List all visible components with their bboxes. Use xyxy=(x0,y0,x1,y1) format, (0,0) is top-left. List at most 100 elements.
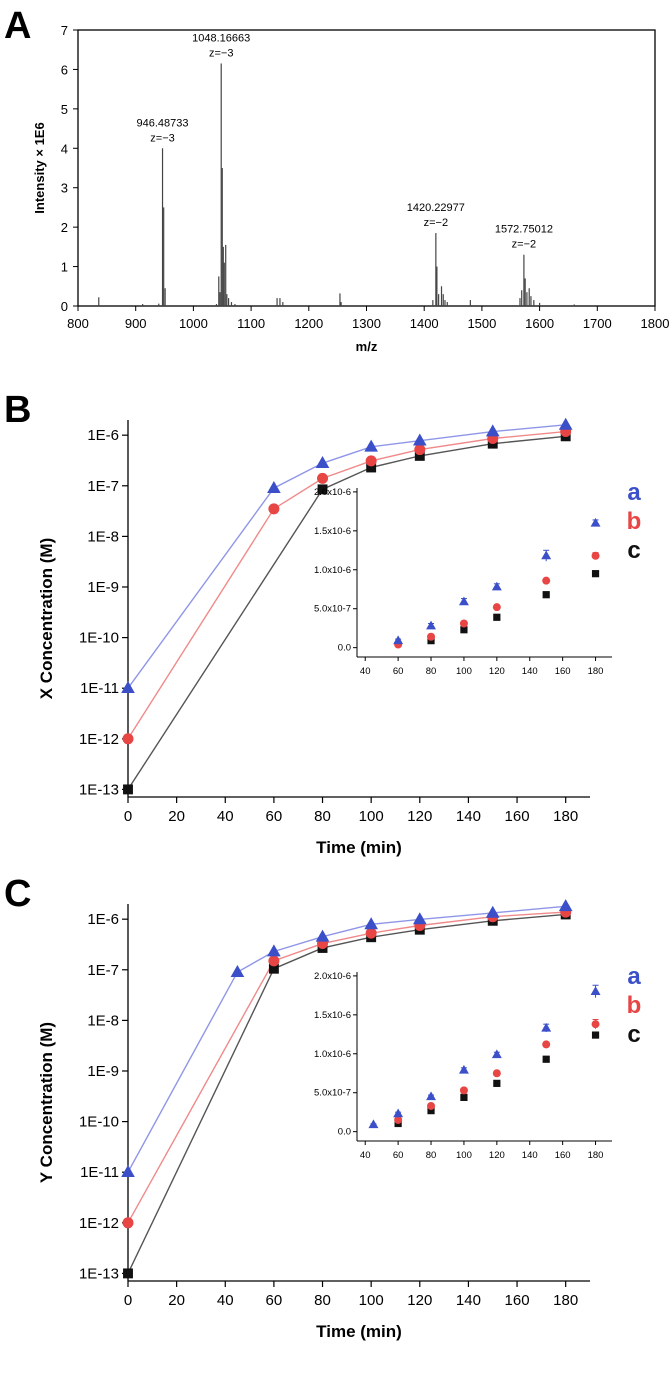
x-tick-label: 160 xyxy=(505,1292,530,1309)
data-point-c xyxy=(414,450,425,461)
legend-label-c: c xyxy=(627,537,640,564)
y-tick-label: 3 xyxy=(61,181,68,196)
y-tick-label: 1E-13 xyxy=(79,781,119,798)
series-group xyxy=(121,899,573,1279)
y-tick-label: 1E-8 xyxy=(87,1012,119,1029)
data-point-a xyxy=(315,929,330,942)
peak-charge-label: z=−3 xyxy=(150,132,174,144)
inset-point-c xyxy=(542,591,550,599)
inset-point-c xyxy=(427,1107,435,1115)
data-point-a xyxy=(364,917,378,930)
x-tick-label: 80 xyxy=(314,1292,331,1309)
peak-mz-label: 1048.16663 xyxy=(192,33,250,45)
data-point-b xyxy=(414,444,426,456)
peak-mz-label: 946.48733 xyxy=(137,117,189,129)
x-tick-label: 180 xyxy=(553,808,578,825)
legend: abc xyxy=(627,479,642,564)
x-concentration-chart: 0 20 40 60 80 100 120 140 160 180 1E-6 1E-7 1E-8 1E-9… xyxy=(37,417,642,857)
data-point-a xyxy=(485,424,500,437)
y-tick-label: 5 xyxy=(61,102,68,117)
data-point-a xyxy=(412,912,427,925)
panel-letter-c: C xyxy=(4,873,31,915)
x-axis: 800 900 1000 1100 1200 1300 1400 1500 1600 1700 18… xyxy=(67,306,669,331)
peak-charge-label: z=−2 xyxy=(424,217,448,229)
inset-point-b xyxy=(591,551,600,560)
inset-x-tick-label: 100 xyxy=(456,1150,472,1161)
data-point-b xyxy=(122,733,134,745)
y-tick-label: 1E-7 xyxy=(87,962,119,979)
legend-label-a: a xyxy=(627,963,641,990)
data-point-a xyxy=(121,1165,135,1178)
inset-point-b xyxy=(459,1086,468,1095)
x-tick-label: 1800 xyxy=(641,316,670,331)
inset-point-c xyxy=(460,1093,468,1101)
y-tick-label: 1E-12 xyxy=(79,731,119,748)
plot-frame xyxy=(77,29,656,307)
inset-point-a xyxy=(491,581,502,591)
x-tick-label: 20 xyxy=(168,1292,185,1309)
x-tick-label: 0 xyxy=(124,1292,132,1309)
x-axis-label: m/z xyxy=(356,339,378,354)
inset-point-a xyxy=(590,517,601,527)
inset-x-tick-label: 100 xyxy=(456,666,472,677)
x-tick-label: 180 xyxy=(553,1292,578,1309)
x-axis: 0 20 40 60 80 100 120 140 160 180 xyxy=(124,1281,578,1309)
y-tick-label: 4 xyxy=(61,141,68,156)
inset-point-b xyxy=(492,603,501,612)
x-tick-label: 120 xyxy=(407,1292,432,1309)
legend: abc xyxy=(627,963,642,1048)
inset-y-tick-label: 0.0 xyxy=(338,1127,351,1138)
inset-point-a xyxy=(368,1119,379,1129)
inset-x-tick-label: 40 xyxy=(360,1150,371,1161)
data-point-a xyxy=(315,455,330,469)
inset-point-c xyxy=(460,626,468,634)
x-tick-label: 20 xyxy=(168,808,185,825)
data-point-b xyxy=(268,503,280,515)
y-axis-label: Intensity × 1E6 xyxy=(32,122,47,213)
y-tick-label: 6 xyxy=(61,62,68,77)
y-tick-label: 1E-11 xyxy=(80,1164,119,1181)
data-point-a xyxy=(230,964,245,977)
inset-point-b xyxy=(492,1069,501,1078)
series-group xyxy=(121,417,573,795)
y-tick-label: 2 xyxy=(61,220,68,235)
inset-point-a xyxy=(458,596,469,606)
legend-label-b: b xyxy=(627,992,642,1019)
inset-y-tick-label: 2.0x10-6 xyxy=(314,487,351,498)
y-tick-label: 1E-7 xyxy=(87,478,119,495)
y-concentration-chart: 0 20 40 60 80 100 120 140 160 180 1E-6 1E-7 1E-8 1E-9… xyxy=(37,899,641,1341)
y-tick-label: 1E-8 xyxy=(87,528,119,545)
x-tick-label: 1600 xyxy=(525,316,554,331)
inset-point-b xyxy=(459,619,468,628)
x-tick-label: 1700 xyxy=(583,316,612,331)
inset-x-tick-label: 40 xyxy=(360,666,371,677)
inset-point-b xyxy=(427,632,436,641)
y-tick-label: 7 xyxy=(61,23,68,38)
inset-point-c xyxy=(493,613,501,621)
inset-x-tick-label: 160 xyxy=(555,666,571,677)
y-tick-label: 1E-11 xyxy=(80,680,119,697)
peak-charge-label: z=−2 xyxy=(512,239,536,251)
series-line-b xyxy=(127,430,566,740)
y-axis-label: X Concentration (M) xyxy=(37,538,56,700)
data-point-a xyxy=(558,417,573,430)
inset-x-tick-label: 120 xyxy=(489,1150,505,1161)
inset-x-tick-label: 60 xyxy=(393,1150,404,1161)
series-line-c xyxy=(127,435,566,790)
inset-x-tick-label: 180 xyxy=(588,666,604,677)
y-tick-label: 1 xyxy=(61,260,68,275)
x-tick-label: 80 xyxy=(314,808,331,825)
data-point-b xyxy=(365,927,377,939)
inset-y-tick-label: 5.0x10-7 xyxy=(314,604,351,615)
panel-letter-a: A xyxy=(4,5,31,47)
y-axis-label: Y Concentration (M) xyxy=(37,1022,56,1183)
panel-letter-b: B xyxy=(4,389,31,431)
x-tick-label: 120 xyxy=(407,808,432,825)
y-axis: 1E-6 1E-7 1E-8 1E-9 1E-10 1E-11 1E-12 1E-13 xyxy=(79,911,128,1282)
x-tick-label: 800 xyxy=(67,316,89,331)
inset-point-a xyxy=(590,986,601,995)
inset-x-tick-label: 140 xyxy=(522,666,538,677)
x-axis: 0 20 40 60 80 100 120 140 160 180 xyxy=(124,797,578,825)
data-point-a xyxy=(267,480,281,493)
